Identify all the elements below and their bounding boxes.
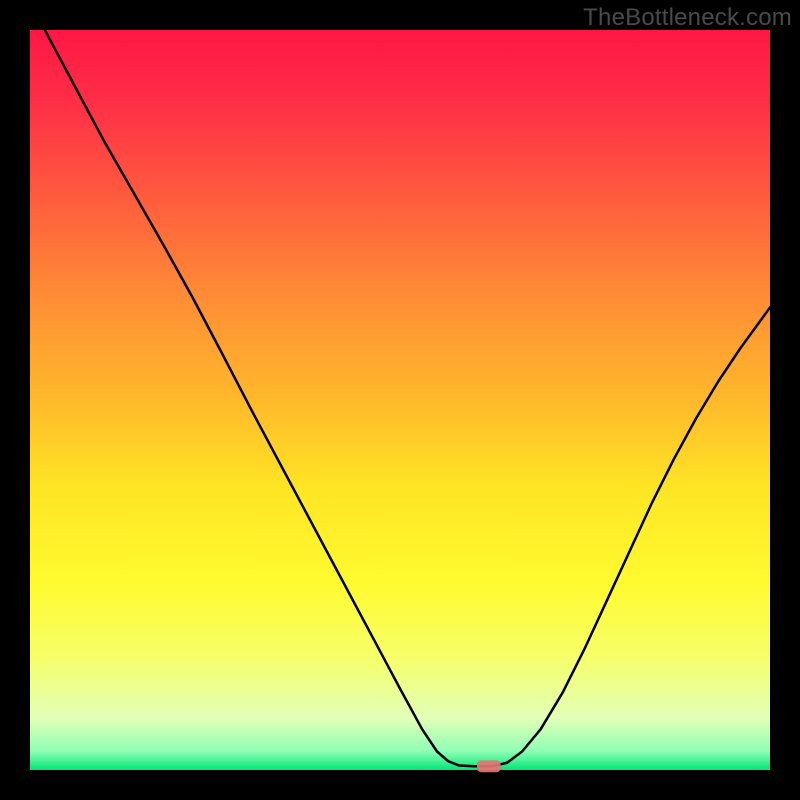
watermark-text: TheBottleneck.com [583, 4, 792, 32]
plot-gradient-background [30, 30, 770, 770]
bottleneck-chart [0, 0, 800, 800]
chart-container: TheBottleneck.com [0, 0, 800, 800]
minimum-marker [477, 760, 501, 772]
